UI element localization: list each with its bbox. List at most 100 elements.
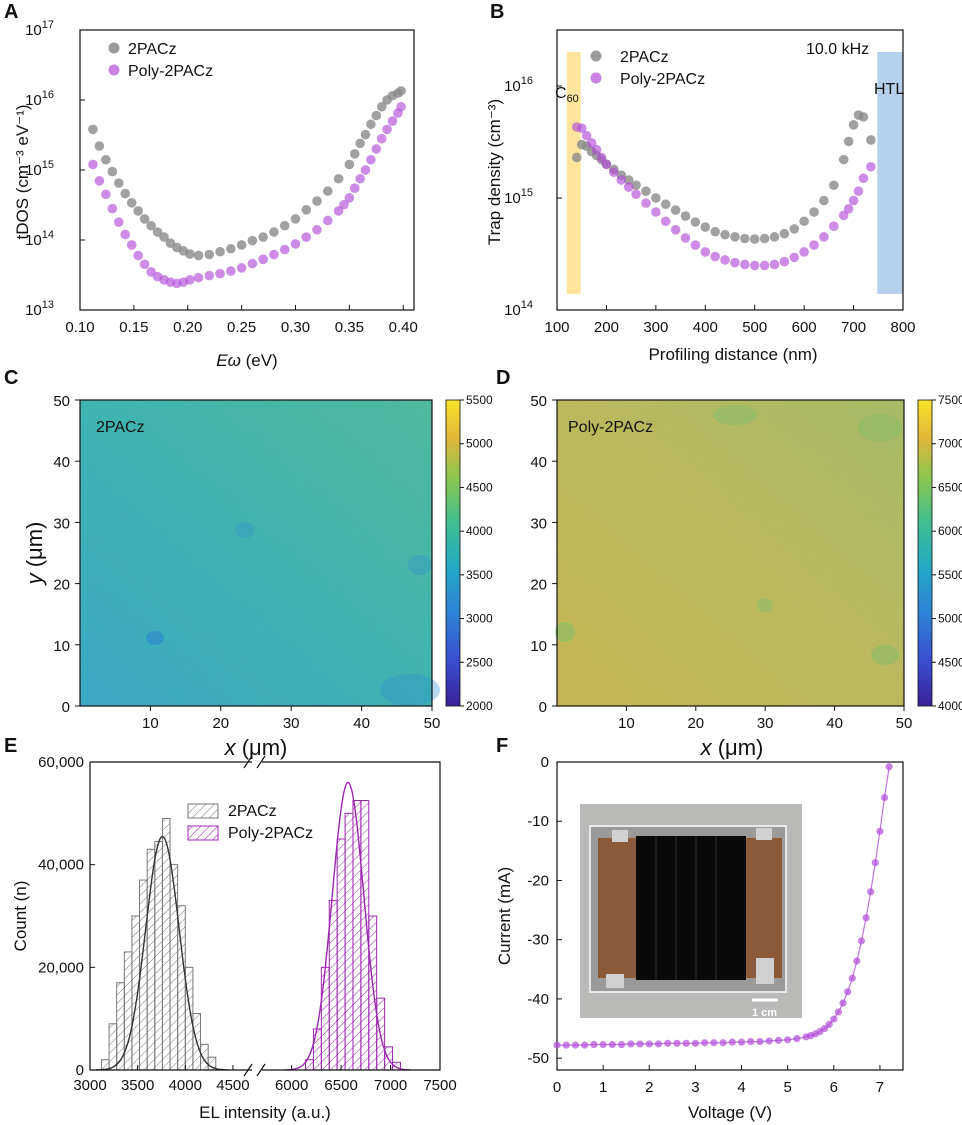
data-point-2pacz [323,186,333,196]
data-point-2pacz [779,228,790,239]
htl-band-label: HTL [874,81,904,98]
contact-tab [612,830,628,842]
data-point-2pacz [107,166,118,177]
histogram-bar-poly-2pacz [344,812,354,1071]
iv-data-point [853,957,861,965]
colorbar-tick-label: 3500 [466,568,493,582]
panel-a-tdos-chart: 0.10 0.15 0.20 0.25 0.30 0.35 0.40 1013 1014 101… [13,19,418,370]
colorbar-tick-label: 6000 [938,524,962,538]
y-tick-label: -10 [527,813,549,830]
y-axis-label: Current (mA) [495,867,514,965]
data-point-poly-2pacz [236,263,247,273]
x-tick-label: 0 [553,1079,561,1096]
x-tick-label: 0.40 [389,319,418,336]
histogram-bar-poly-2pacz [312,1028,322,1071]
x-tick-label: 0.15 [119,319,148,336]
data-point-poly-2pacz [759,260,770,271]
data-point-2pacz [146,220,156,231]
y-tick-label: 20 [530,577,547,594]
contact-tab [756,958,774,984]
y-tick-label: 30 [53,515,70,532]
data-point-2pacz [193,250,204,261]
data-point-2pacz [258,232,268,242]
data-point-poly-2pacz [609,167,619,177]
htl-band [877,52,903,294]
iv-data-point [867,888,875,896]
iv-data-point [834,1008,843,1016]
data-point-poly-2pacz [616,175,627,185]
data-point-poly-2pacz [382,124,392,135]
iv-data-point [719,1039,727,1047]
colorbar-tick-label: 2500 [466,655,493,669]
data-point-poly-2pacz [651,207,661,217]
data-point-2pacz [113,178,124,188]
y-tick-label: 10 [53,638,70,655]
data-point-2pacz [312,196,322,206]
colorbar-tick-label: 6500 [938,480,962,494]
iv-data-point [673,1039,681,1047]
data-point-2pacz [730,232,740,242]
gaussian-fit-2pacz [95,835,230,1071]
x-axis-label: x (μm) [700,735,764,760]
iv-data-point [820,1024,829,1033]
iv-data-point [756,1037,764,1046]
data-point-2pacz [366,119,376,130]
panel-letter-d: D [496,367,510,389]
data-point-poly-2pacz [344,193,355,203]
active-area [636,836,746,980]
legend-label-poly-2pacz: Poly-2PACz [228,825,313,842]
data-point-2pacz [290,214,301,224]
data-point-poly-2pacz [120,229,131,240]
x-tick-label: 100 [544,319,569,336]
x-tick-label: 500 [742,319,767,336]
data-point-poly-2pacz [339,199,349,210]
data-point-poly-2pacz [355,173,365,184]
data-point-2pacz [680,211,691,221]
data-point-poly-2pacz [596,152,607,163]
data-point-poly-2pacz [730,257,740,268]
histogram-bar-poly-2pacz [336,838,346,1071]
iv-data-point [553,1041,561,1049]
data-point-poly-2pacz [789,252,800,263]
data-point-poly-2pacz [670,225,681,235]
y-tick-label: 1014 [25,229,54,249]
iv-data-point [848,974,856,982]
data-point-2pacz [133,206,143,216]
iv-data-point [765,1037,773,1045]
data-point-poly-2pacz [301,232,312,242]
x-tick-label: 1 [599,1079,607,1096]
contact-tab [756,828,772,840]
data-point-poly-2pacz [690,240,701,250]
legend-label-2pacz: 2PACz [128,41,177,58]
right-electrode [742,838,782,978]
data-point-2pacz [710,226,720,237]
panel-d-el-map-poly-2pacz: 10 20 30 40 50 0 10 20 30 40 50 Poly-2PACz 4000 45… [530,393,962,760]
data-point-2pacz [236,240,247,250]
map-title: Poly-2PACz [568,419,653,436]
iv-data-point [885,763,893,771]
data-point-poly-2pacz [258,254,268,265]
data-point-poly-2pacz [193,272,204,283]
histogram-bar-poly-2pacz [368,915,378,1071]
data-point-2pacz [360,129,371,140]
panel-letter-b: B [490,1,504,23]
legend-marker-poly-2pacz [590,72,602,84]
data-point-2pacz [269,227,279,237]
data-point-poly-2pacz [312,224,322,235]
data-point-2pacz [247,235,258,246]
iv-data-point [880,793,889,802]
colorbar-tick-label: 7000 [938,437,962,451]
data-point-2pacz [759,233,770,244]
data-point-2pacz [226,243,236,254]
histogram-bar-2pacz [108,1023,118,1071]
data-point-2pacz [94,141,105,151]
iv-data-point [839,999,847,1007]
x-tick-label: 7 [876,1079,884,1096]
y-tick-label: 1013 [25,299,54,319]
x-tick-label: 3000 [73,1077,106,1094]
data-point-2pacz [789,224,800,234]
data-point-poly-2pacz [591,144,602,155]
dark-spot [408,555,432,575]
data-point-poly-2pacz [700,247,711,257]
iv-data-point [830,1015,838,1023]
